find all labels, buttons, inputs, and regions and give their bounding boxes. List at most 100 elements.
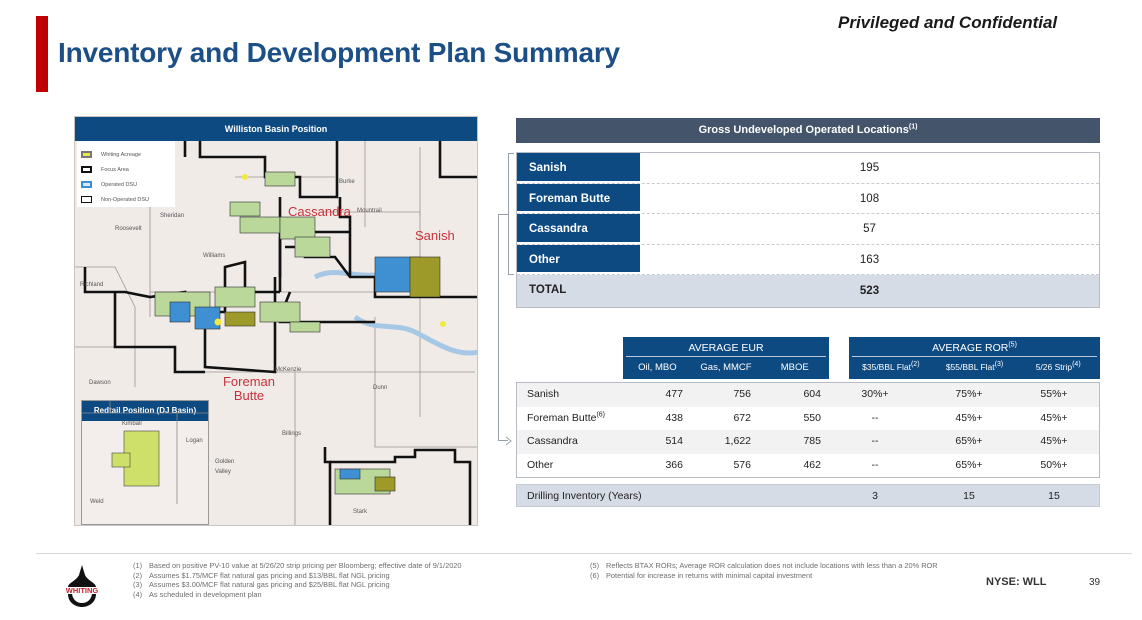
drilling-ror35: 3 — [872, 490, 878, 502]
locations-table: Sanish 195 Foreman Butte 108 Cassandra 5… — [516, 152, 1100, 308]
county-label: Stark — [353, 509, 368, 515]
ror55-cell: 45%+ — [955, 411, 983, 424]
redtail-inset-map: Redtail Position (DJ Basin) Kimball Loga… — [81, 400, 209, 525]
total-label: TOTAL — [529, 284, 567, 296]
footnote: (3) Assumes $3.00/MCF flat natural gas pr… — [133, 580, 390, 590]
county-label: Roosevelt — [115, 226, 142, 232]
table-row: Cassandra 514 1,622 785 -- 65%+ 45%+ — [517, 430, 1099, 454]
ror35-cell: -- — [871, 411, 879, 424]
svg-text:WHITING: WHITING — [66, 586, 99, 595]
strip-cell: 55%+ — [1040, 388, 1068, 400]
mboe-cell: 550 — [803, 411, 821, 424]
table-row: Foreman Butte(6) 438 672 550 -- 45%+ 45%… — [517, 406, 1099, 430]
column-header-mboe: MBOE — [780, 362, 809, 373]
average-eur-header: AVERAGE EUR Oil, MBO Gas, MMCF MBOE — [623, 337, 829, 379]
locations-table-title: Gross Undeveloped Operated Locations(1) — [516, 118, 1100, 143]
row-label: Cassandra — [517, 214, 640, 244]
table-row: Foreman Butte 108 — [517, 183, 1099, 214]
row-value: 163 — [859, 253, 880, 266]
non-operated-dsu-swatch-icon — [81, 196, 92, 203]
focus-area-sanish-label: Sanish — [415, 228, 455, 243]
strip-cell: 45%+ — [1040, 411, 1068, 424]
bracket-connector — [508, 153, 514, 275]
oil-cell: 477 — [665, 388, 683, 400]
footer-divider — [36, 553, 1132, 554]
mboe-cell: 785 — [803, 435, 821, 447]
footnote: (4) As scheduled in development plan — [133, 590, 262, 600]
arrow-right-icon — [505, 436, 512, 446]
legend-non-operated-dsu: Non-Operated DSU — [81, 192, 171, 207]
footnotes-right: (5) Reflects BTAX RORs; Average ROR calcu… — [590, 561, 970, 580]
ror-title: AVERAGE ROR(5) — [852, 337, 1097, 357]
focus-area-foreman-butte-label: Foreman Butte — [222, 374, 276, 403]
eur-ror-table: Sanish 477 756 604 30%+ 75%+ 55%+ Forema… — [516, 382, 1100, 478]
footnote: (5) Reflects BTAX RORs; Average ROR calcu… — [590, 561, 938, 570]
inset-label: Kimball — [122, 421, 142, 427]
williston-basin-map: Williston Basin Position — [74, 116, 478, 526]
mboe-cell: 462 — [803, 458, 821, 471]
column-header-strip: 5/26 Strip(4) — [1035, 361, 1081, 372]
drilling-inventory-row: Drilling Inventory (Years) 3 15 15 — [516, 484, 1100, 507]
table-row: Other 366 576 462 -- 65%+ 50%+ — [517, 453, 1099, 477]
row-label: Other — [527, 458, 554, 471]
whiting-logo: WHITING — [52, 563, 112, 609]
row-label: Other — [517, 244, 640, 274]
whiting-drop-icon: WHITING — [66, 565, 99, 607]
stock-ticker: NYSE: WLL — [986, 576, 1047, 588]
table-row: Cassandra 57 — [517, 214, 1099, 245]
footnote: (2) Assumes $1.75/MCF flat natural gas pr… — [133, 570, 390, 580]
ror35-cell: -- — [871, 458, 879, 471]
table-row: Sanish 477 756 604 30%+ 75%+ 55%+ — [517, 383, 1099, 407]
average-ror-header: AVERAGE ROR(5) $35/BBL Flat(2) $55/BBL F… — [849, 337, 1100, 379]
oil-cell: 514 — [665, 435, 683, 447]
gas-cell: 1,622 — [724, 435, 751, 447]
ror55-cell: 65%+ — [955, 458, 983, 471]
confidential-label: Privileged and Confidential — [838, 13, 1058, 32]
eur-title: AVERAGE EUR — [626, 337, 826, 357]
column-header-ror-55: $55/BBL Flat(3) — [945, 361, 1004, 372]
row-value: 195 — [859, 162, 880, 174]
column-header-ror-35: $35/BBL Flat(2) — [862, 361, 920, 372]
mboe-cell: 604 — [803, 388, 821, 400]
legend-focus-area: Focus Area — [81, 162, 171, 177]
focus-area-swatch-icon — [81, 166, 92, 173]
county-label: Golden Valley — [215, 459, 235, 475]
drilling-inventory-label: Drilling Inventory (Years) — [527, 490, 642, 502]
ror55-cell: 75%+ — [955, 388, 983, 400]
total-row: TOTAL 523 — [517, 275, 1099, 307]
row-label: Sanish — [517, 153, 640, 183]
footnote: (6) Potential for increase in returns wit… — [590, 570, 813, 580]
footnotes-left: (1) Based on positive PV-10 value at 5/26… — [133, 561, 583, 600]
table-row: Other 163 — [517, 244, 1099, 275]
row-label: Sanish — [527, 388, 560, 400]
gas-cell: 576 — [733, 458, 751, 471]
ror35-cell: -- — [871, 435, 879, 447]
drilling-ror55: 15 — [963, 490, 975, 502]
row-label: Foreman Butte — [517, 183, 640, 213]
inset-map-graphic — [82, 401, 208, 504]
row-value: 108 — [859, 192, 880, 205]
bracket-connector-line — [498, 214, 508, 441]
oil-cell: 438 — [665, 411, 683, 424]
county-label: Burke — [339, 179, 355, 185]
table-row: Sanish 195 — [517, 153, 1099, 184]
county-label: Richland — [80, 282, 104, 288]
operated-dsu-swatch-icon — [81, 181, 92, 188]
county-label: Mountrail — [357, 208, 382, 214]
legend-operated-dsu: Operated DSU — [81, 177, 171, 192]
county-label: Dunn — [373, 385, 388, 391]
strip-cell: 50%+ — [1040, 458, 1068, 471]
total-value: 523 — [859, 285, 880, 297]
title-accent-bar — [36, 16, 48, 92]
county-label: McKenzie — [275, 367, 302, 373]
page-number: 39 — [1089, 577, 1101, 588]
row-label: Cassandra — [527, 435, 578, 447]
drilling-strip: 15 — [1048, 490, 1060, 502]
inset-title: Redtail Position (DJ Basin) — [82, 401, 208, 421]
strip-cell: 45%+ — [1040, 435, 1068, 447]
county-label: Billings — [282, 431, 302, 437]
map-graphic — [75, 137, 477, 525]
legend-whiting-acreage: Whiting Acreage — [81, 147, 171, 162]
map-title: Williston Basin Position — [75, 117, 477, 141]
inset-label: Weld — [90, 499, 104, 505]
